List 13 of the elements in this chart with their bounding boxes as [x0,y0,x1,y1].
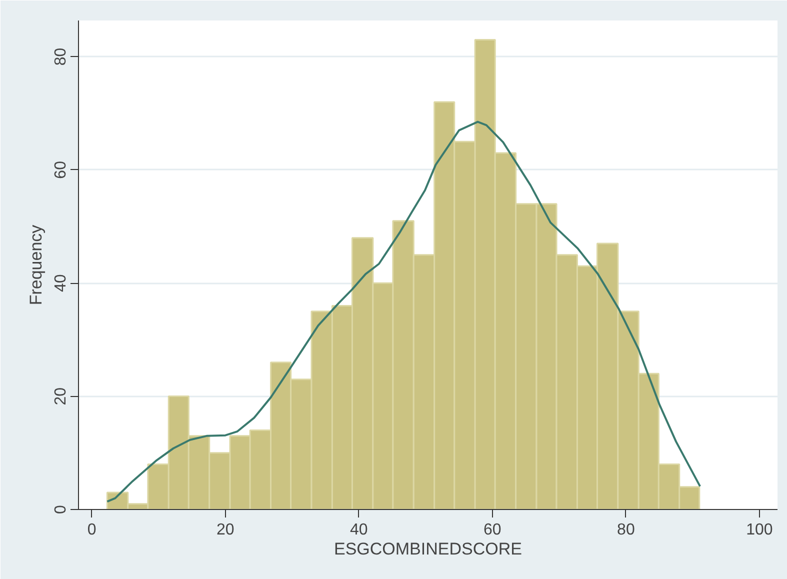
x-tick-label: 60 [484,522,502,538]
y-tick-label: 0 [52,504,70,514]
y-tick-label: 60 [52,160,70,179]
x-tick-label: 20 [216,522,234,538]
x-tick-label: 80 [617,522,635,538]
y-tick-label: 40 [52,274,70,292]
x-tick-label: 0 [87,522,96,538]
y-tick-label: 80 [52,48,70,66]
x-tick-label: 40 [350,522,368,538]
x-tick-label: 100 [746,522,773,538]
x-axis-title: ESGCOMBINEDSCORE [334,540,522,558]
y-tick-label: 20 [52,387,70,406]
y-axis-title: Frequency [26,224,46,306]
